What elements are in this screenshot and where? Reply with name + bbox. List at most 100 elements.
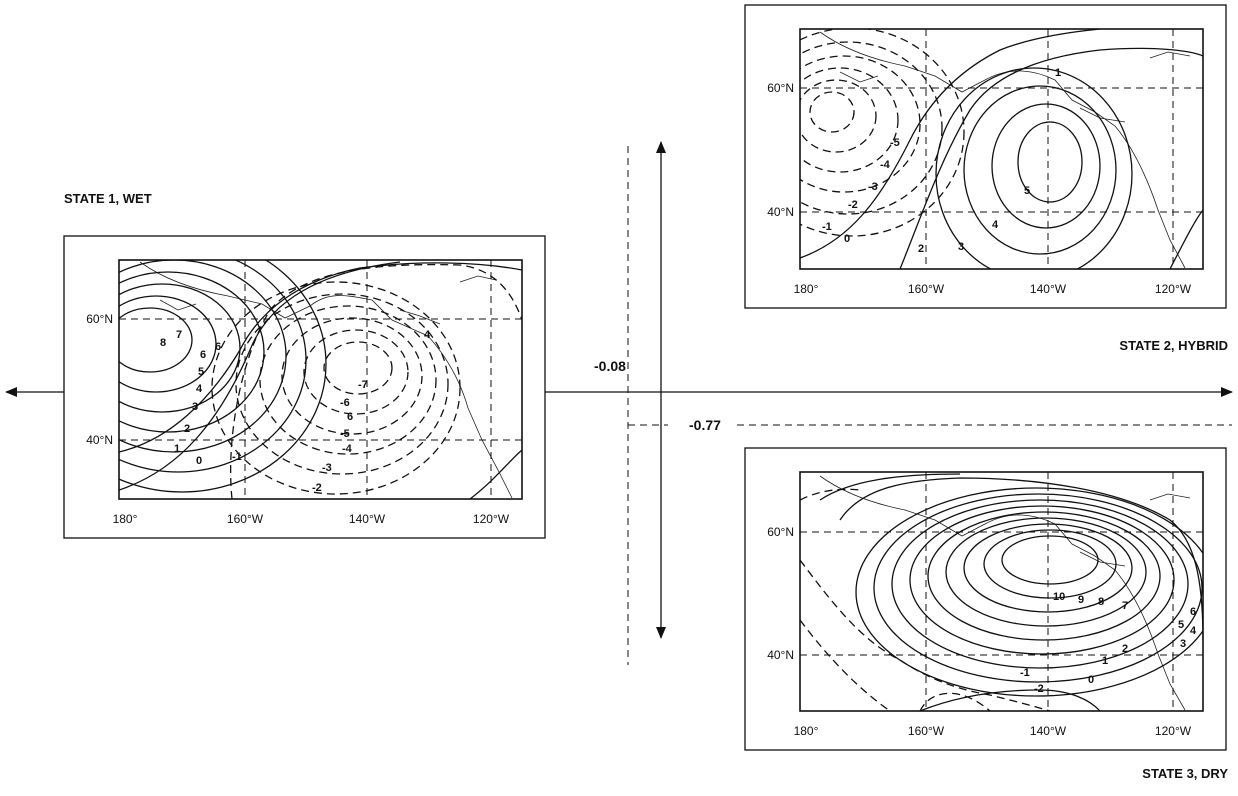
state-3-contour-10 (1001, 535, 1099, 585)
state-2-contour-n2 (800, 55, 921, 193)
svg-text:5: 5 (198, 366, 204, 378)
state-1-contour-n4 (259, 305, 437, 455)
state-3-lon-180: 180° (794, 724, 819, 738)
state-3-lon-120w: 120°W (1155, 724, 1192, 738)
state-2-contour-n6 (800, 29, 965, 237)
state-2-lat-60: 60°N (767, 81, 794, 95)
svg-text:-3: -3 (868, 181, 878, 193)
state-3-label: STATE 3, DRY (1142, 766, 1228, 781)
state-3-contour-7 (945, 517, 1147, 627)
state-3-contour-n1 (800, 559, 1051, 711)
state-2-lon-120w: 120°W (1155, 282, 1192, 296)
svg-text:-3: -3 (322, 462, 332, 474)
state-1-contour-n6 (303, 329, 409, 415)
state-1-contour-n2 (211, 281, 461, 495)
state-1-contour-2 (119, 260, 327, 493)
state-1-contour-0 (119, 261, 401, 491)
state-3-lat-40: 40°N (767, 648, 794, 662)
state-3-contour-5 (909, 505, 1175, 655)
state-1-coastline (139, 261, 513, 499)
state-2-contour-0 (800, 29, 1101, 259)
state-1-contour-corner (469, 449, 522, 499)
state-1-contour-labels: 0 1 2 3 4 5 6 7 8 6 -1 -2 -3 -4 -5 6 -6 … (160, 329, 431, 494)
state-1-contour-7 (119, 295, 217, 393)
state-3-contour-8 (963, 523, 1133, 613)
state-2-contour-4 (991, 103, 1101, 229)
state-3-contour-2 (855, 487, 1203, 697)
svg-text:-1: -1 (1020, 667, 1030, 679)
svg-text:-4: -4 (880, 159, 891, 171)
svg-text:6: 6 (347, 411, 353, 423)
state-2-contour-3 (963, 85, 1117, 255)
state-1-contour-n7 (323, 341, 393, 395)
state-3-lon-140w: 140°W (1030, 724, 1067, 738)
state-1-lon-120w: 120°W (473, 512, 510, 526)
svg-text:3: 3 (958, 241, 964, 253)
svg-text:6: 6 (1190, 606, 1196, 618)
state-3-map: 0 1 2 3 4 5 6 7 8 9 10 -1 -2 60°N 40°N 1… (744, 447, 1228, 781)
state-3-contour-1 (839, 477, 1203, 641)
state-1-map: STATE 1, WET (63, 191, 546, 539)
svg-text:-5: -5 (340, 428, 350, 440)
state-3-contour-4 (891, 499, 1189, 669)
state-3-contour-n2 (800, 619, 991, 711)
svg-text:4: 4 (196, 383, 203, 395)
state-1-lat-60: 60°N (86, 312, 113, 326)
state-2-contour-5 (1017, 121, 1083, 203)
state-1-contour-n1 (230, 263, 522, 499)
svg-text:-5: -5 (890, 137, 900, 149)
svg-text:5: 5 (1178, 619, 1184, 631)
svg-text:-1: -1 (822, 221, 832, 233)
state-3-contour-n3 (800, 488, 861, 501)
state-1-label: STATE 1, WET (64, 191, 152, 206)
svg-text:6: 6 (215, 341, 221, 353)
svg-text:0: 0 (196, 455, 202, 467)
state-2-lon-140w: 140°W (1030, 282, 1067, 296)
state-3-lat-60: 60°N (767, 525, 794, 539)
svg-text:-1: -1 (232, 451, 242, 463)
horizontal-transition-value: -0.08 (594, 358, 626, 374)
state-1-contour-6 (119, 283, 241, 413)
state-1-contour-8 (119, 307, 193, 373)
svg-text:1: 1 (174, 443, 180, 455)
svg-text:7: 7 (176, 329, 182, 341)
state-1-contour-n3 (235, 293, 449, 475)
state-3-lon-160w: 160°W (908, 724, 945, 738)
svg-text:4: 4 (1190, 625, 1197, 637)
state-1-lat-40: 40°N (86, 433, 113, 447)
state-2-lon-180: 180° (794, 282, 819, 296)
svg-text:7: 7 (1122, 600, 1128, 612)
svg-text:-4: -4 (342, 443, 353, 455)
vertical-transition-value: -0.77 (689, 417, 721, 433)
svg-text:10: 10 (1053, 591, 1065, 603)
svg-text:-6: -6 (340, 397, 350, 409)
svg-text:2: 2 (918, 243, 924, 255)
svg-text:0: 0 (844, 233, 850, 245)
svg-text:-2: -2 (1034, 683, 1044, 695)
svg-text:3: 3 (192, 401, 198, 413)
svg-text:8: 8 (1098, 596, 1104, 608)
state-3-contour-0 (819, 473, 1101, 711)
svg-text:6: 6 (200, 349, 206, 361)
state-1-lon-180: 180° (113, 512, 138, 526)
state-1-lon-160w: 160°W (227, 512, 264, 526)
state-2-label: STATE 2, HYBRID (1119, 338, 1228, 353)
svg-text:3: 3 (1180, 638, 1186, 650)
state-2-lon-160w: 160°W (908, 282, 945, 296)
state-3-coastline (819, 475, 1191, 711)
svg-text:-2: -2 (848, 199, 858, 211)
svg-text:2: 2 (184, 423, 190, 435)
svg-text:4: 4 (424, 329, 431, 341)
state-2-contour-1 (899, 47, 1203, 269)
svg-text:1: 1 (1055, 67, 1061, 79)
state-2-contour-2 (935, 67, 1133, 269)
state-1-contour-n5 (281, 317, 423, 435)
state-2-map: 0 1 2 3 4 5 -1 -2 -3 -4 -5 60°N 40°N 180… (744, 4, 1228, 353)
state-2-contour-n5 (809, 91, 855, 133)
svg-text:-7: -7 (358, 379, 368, 391)
svg-text:8: 8 (160, 337, 166, 349)
state-2-contour-n1 (800, 41, 943, 215)
state-2-contour-corner (1169, 209, 1203, 269)
state-2-contour-n3 (800, 67, 899, 173)
